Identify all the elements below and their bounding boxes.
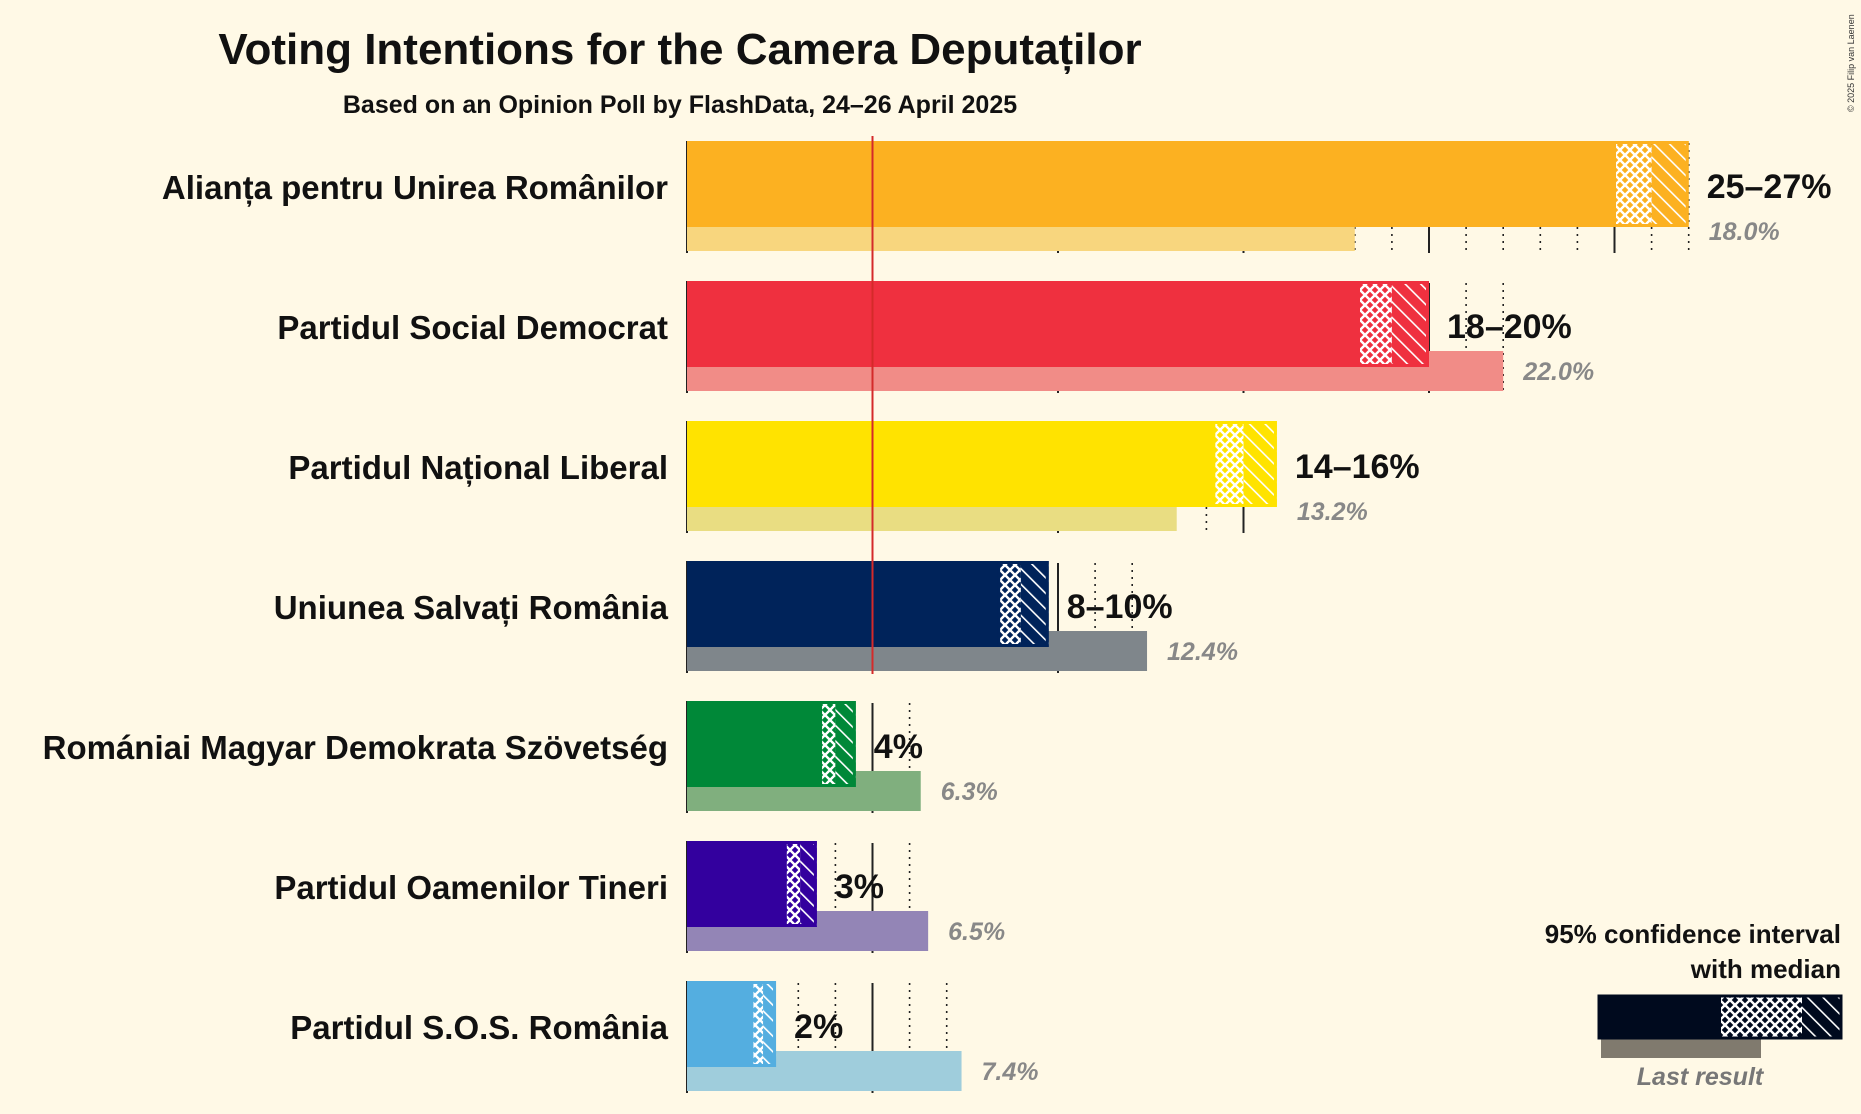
legend-outline	[1597, 994, 1843, 1040]
range-label: 18–20%	[1447, 308, 1572, 346]
legend-hatch-pattern	[1802, 996, 1841, 1038]
ci-upper-pattern	[763, 981, 777, 1067]
ci-outline	[1613, 141, 1689, 227]
ci-outline	[819, 701, 856, 787]
last-result-label: 13.2%	[1297, 498, 1368, 526]
labels: Alianța pentru Unirea Românilor 25–27% 18.…	[43, 168, 1832, 1086]
range-label: 3%	[835, 868, 884, 906]
ci-outline	[997, 561, 1049, 647]
last-result-label: 7.4%	[982, 1058, 1039, 1086]
last-result-label: 12.4%	[1167, 638, 1238, 666]
chart-title: Voting Intentions for the Camera Deputaț…	[218, 25, 1141, 74]
ci-lower-bar	[687, 561, 999, 647]
party-label: Uniunea Salvați România	[274, 589, 669, 627]
bars	[687, 141, 1689, 1091]
party-label: Partidul S.O.S. România	[290, 1009, 668, 1046]
ci-outline	[783, 841, 817, 927]
party-label: Romániai Magyar Demokrata Szövetség	[43, 729, 668, 766]
ci-upper-pattern	[1243, 421, 1277, 507]
ci-outline	[750, 981, 777, 1067]
ci-median-pattern	[1614, 141, 1652, 227]
ci-upper-pattern	[1651, 141, 1689, 227]
ci-upper-pattern	[835, 701, 856, 787]
ci-median-pattern	[1358, 281, 1392, 367]
ci-upper-pattern	[800, 841, 817, 927]
legend-line-1: 95% confidence interval	[1545, 919, 1841, 949]
last-result-label: 6.3%	[941, 778, 998, 806]
ci-outline	[1357, 281, 1430, 367]
ci-lower-bar	[687, 701, 821, 787]
range-label: 2%	[794, 1008, 843, 1046]
last-result-label: 22.0%	[1522, 358, 1594, 386]
last-result-label: 6.5%	[948, 918, 1005, 946]
range-label: 25–27%	[1707, 168, 1832, 206]
ci-median-pattern	[751, 981, 764, 1067]
ci-outline	[1212, 421, 1277, 507]
legend-line-2: with median	[1690, 954, 1841, 984]
ci-lower-bar	[687, 981, 752, 1067]
last-result-label: 18.0%	[1709, 218, 1780, 246]
party-label: Partidul Național Liberal	[288, 449, 668, 487]
legend: 95% confidence interval with median Last…	[1545, 919, 1843, 1091]
ci-median-pattern	[998, 561, 1021, 647]
ci-lower-bar	[687, 281, 1359, 367]
chart-subtitle: Based on an Opinion Poll by FlashData, 2…	[343, 91, 1017, 119]
legend-last-result-label: Last result	[1637, 1063, 1765, 1091]
ci-median-pattern	[1213, 421, 1244, 507]
ci-lower-bar	[687, 841, 786, 927]
party-label: Alianța pentru Unirea Românilor	[162, 169, 668, 207]
range-label: 8–10%	[1067, 588, 1173, 626]
ci-upper-pattern	[1020, 561, 1049, 647]
range-label: 4%	[874, 728, 923, 766]
ci-median-pattern	[820, 701, 836, 787]
legend-crosshatch-pattern	[1721, 996, 1802, 1038]
party-label: Partidul Oamenilor Tineri	[274, 869, 668, 906]
ci-median-pattern	[785, 841, 801, 927]
copyright-text: © 2025 Filip van Laenen	[1846, 14, 1856, 112]
ci-lower-bar	[687, 141, 1615, 227]
ci-upper-pattern	[1391, 281, 1429, 367]
ci-lower-bar	[687, 421, 1214, 507]
party-label: Partidul Social Democrat	[277, 309, 668, 346]
legend-median-swatch	[1599, 996, 1721, 1038]
range-label: 14–16%	[1295, 448, 1420, 486]
